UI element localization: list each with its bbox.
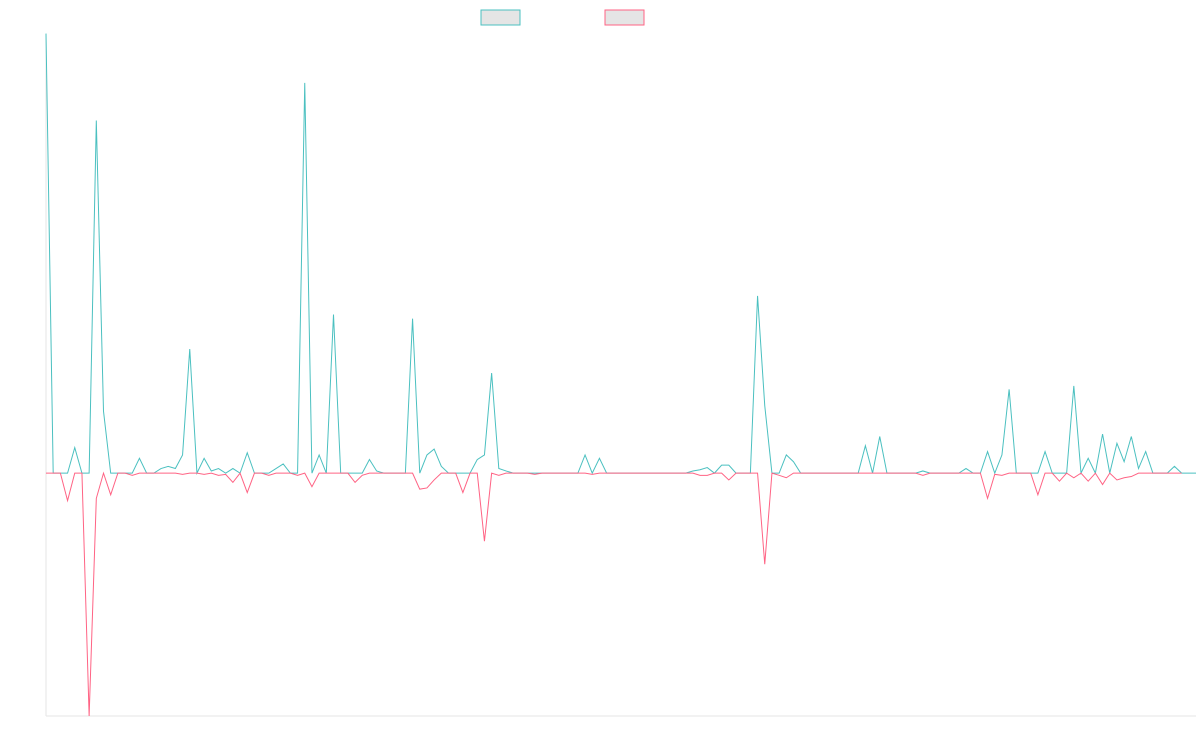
- series-line-1: [45, 33, 1196, 476]
- legend-swatch-2[interactable]: [604, 9, 645, 26]
- legend-swatch-1[interactable]: [480, 9, 521, 26]
- legend: [480, 9, 645, 26]
- series-layer: [45, 33, 1196, 717]
- axes: [45, 36, 1196, 717]
- series-line-2: [46, 471, 1182, 717]
